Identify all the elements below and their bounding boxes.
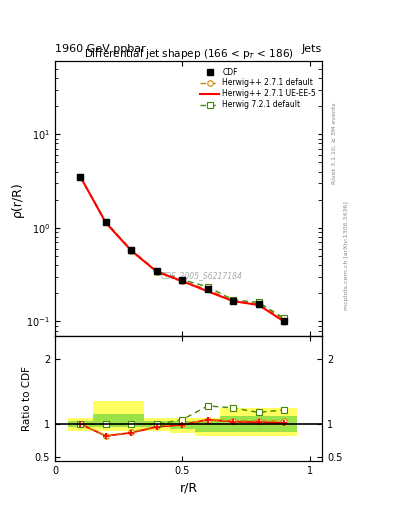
Text: mcplots.cern.ch [arXiv:1306.3436]: mcplots.cern.ch [arXiv:1306.3436] <box>344 202 349 310</box>
Title: Differential jet shapep (166 < p$_T$ < 186): Differential jet shapep (166 < p$_T$ < 1… <box>84 47 294 61</box>
X-axis label: r/R: r/R <box>180 481 198 494</box>
Text: Jets: Jets <box>302 44 322 54</box>
Y-axis label: ρ(r/R): ρ(r/R) <box>11 181 24 217</box>
Text: Rivet 3.1.10, ≥ 3M events: Rivet 3.1.10, ≥ 3M events <box>332 102 337 184</box>
Text: 1960 GeV ppbar: 1960 GeV ppbar <box>55 44 146 54</box>
Legend: CDF, Herwig++ 2.7.1 default, Herwig++ 2.7.1 UE-EE-5, Herwig 7.2.1 default: CDF, Herwig++ 2.7.1 default, Herwig++ 2.… <box>198 65 318 112</box>
Text: CDF_2005_S6217184: CDF_2005_S6217184 <box>161 271 243 280</box>
Y-axis label: Ratio to CDF: Ratio to CDF <box>22 366 32 431</box>
